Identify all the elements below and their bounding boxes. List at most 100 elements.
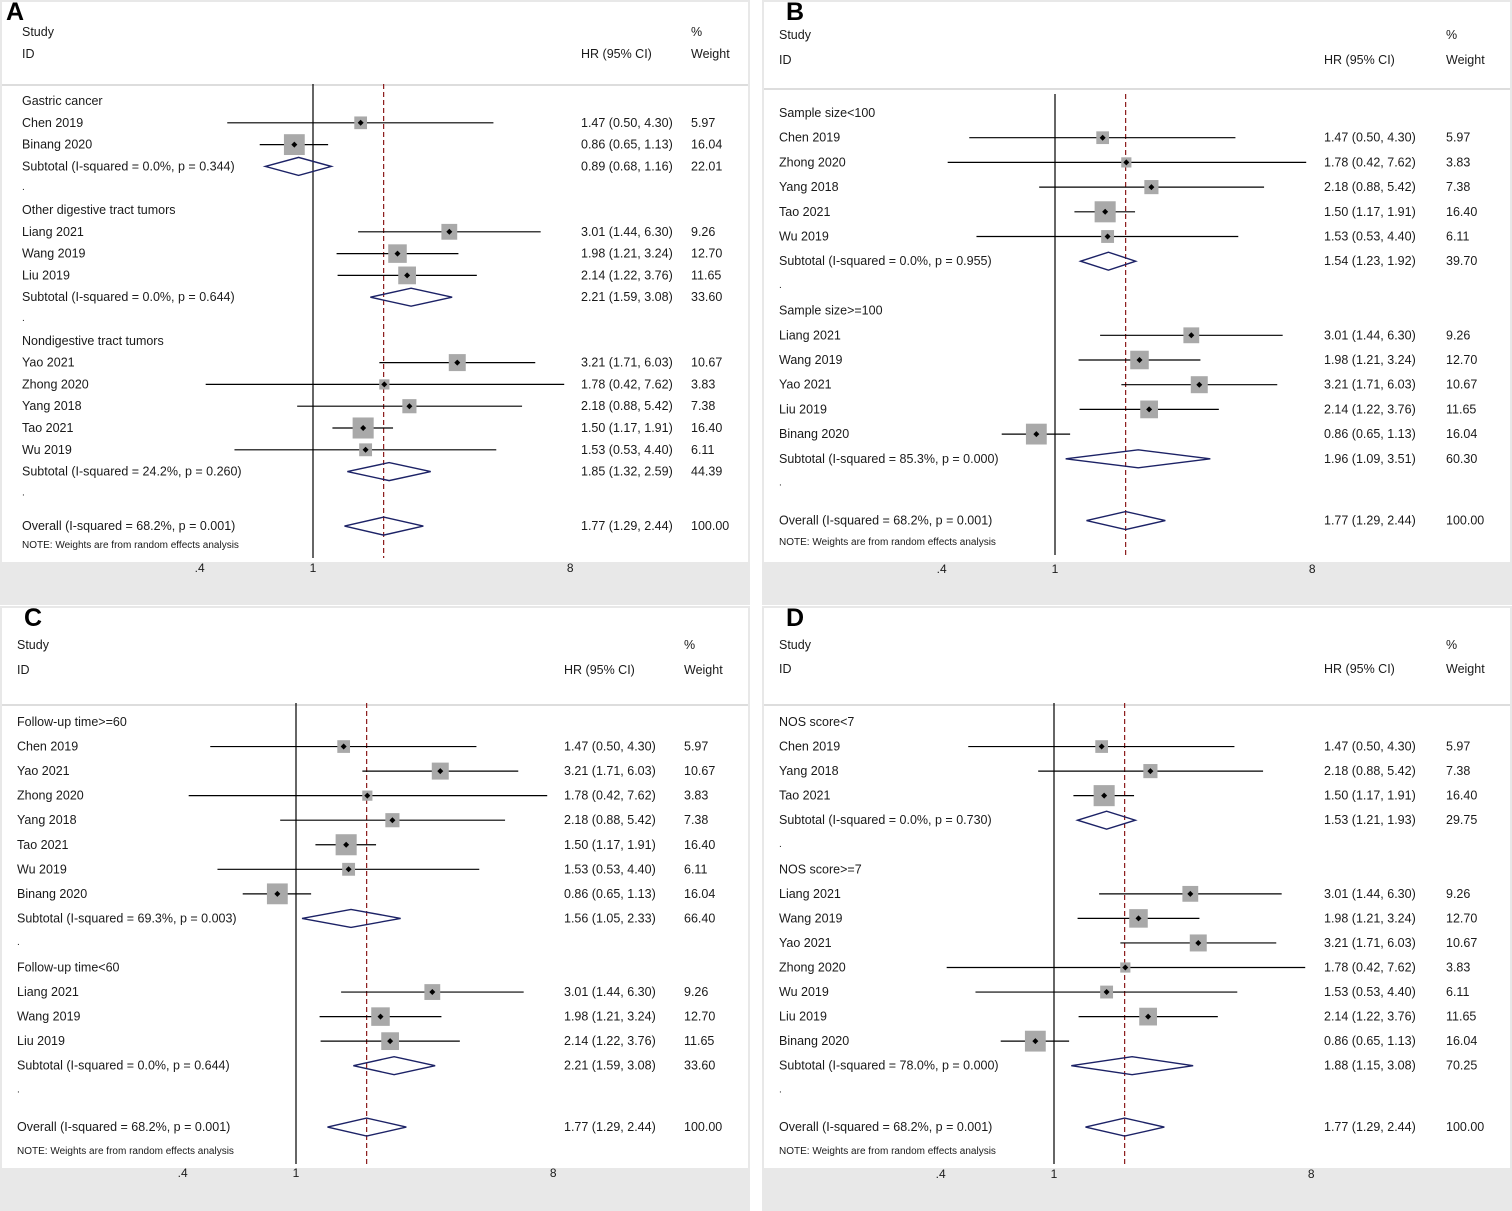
ci-value: 1.78 (0.42, 7.62) [564,789,656,803]
study-label: Yang 2018 [779,764,839,778]
weight-value: 16.40 [1446,205,1477,219]
ci-value: 0.86 (0.65, 1.13) [1324,1034,1416,1048]
subgroup-label: Gastric cancer [22,94,103,108]
header-study: Study [779,28,812,42]
subgroup-label: Sample size<100 [779,106,875,120]
ci-value: 0.86 (0.65, 1.13) [581,138,673,152]
study-label: Zhong 2020 [779,961,846,975]
header-study: Study [22,25,55,39]
study-label: Tao 2021 [17,838,68,852]
study-label: Tao 2021 [779,205,830,219]
ci-value: 1.50 (1.17, 1.91) [581,421,673,435]
weight-value: 6.11 [691,443,714,457]
spacer-dot: . [17,1084,20,1095]
axis-tick-label: 1 [293,1166,300,1180]
ci-value: 2.14 (1.22, 3.76) [581,268,673,282]
study-label: Chen 2019 [22,116,83,130]
subtotal-diamond [1078,251,1138,271]
ci-value: 3.01 (1.44, 6.30) [1324,887,1416,901]
panel-b: B Study ID HR (95% CI)% Weight Sample size<1… [762,0,1512,605]
header-percent: % [1446,28,1457,42]
subtotal-diamond [347,461,431,482]
study-label: Binang 2020 [22,138,92,152]
point-estimate [1101,792,1108,799]
weight-value: 11.65 [691,268,721,282]
point-estimate [1147,768,1154,775]
weight-value: 22.01 [691,159,722,173]
study-label: Yao 2021 [17,764,70,778]
header-weight: Weight [684,663,723,677]
spacer-dot: . [22,313,25,324]
point-estimate [1148,184,1155,191]
weight-value: 66.40 [684,911,715,925]
ci-value: 1.85 (1.32, 2.59) [581,465,673,479]
weight-value: 10.67 [684,764,715,778]
ci-value: 3.21 (1.71, 6.03) [581,356,673,370]
subtotal-label: Subtotal (I-squared = 0.0%, p = 0.644) [22,290,235,304]
subtotal-label: Subtotal (I-squared = 0.0%, p = 0.344) [22,159,235,173]
subgroup-label: Sample size>=100 [779,304,883,318]
point-estimate [357,119,364,126]
study-label: Yao 2021 [779,378,832,392]
weight-value: 100.00 [1446,514,1484,528]
point-estimate [360,425,367,431]
header-id: ID [22,47,35,61]
study-label: Yao 2021 [22,356,75,370]
ci-value: 1.96 (1.09, 3.51) [1324,452,1416,466]
ci-value: 1.78 (0.42, 7.62) [1324,155,1416,169]
ci-value: 1.47 (0.50, 4.30) [1324,131,1416,145]
ci-value: 1.50 (1.17, 1.91) [564,838,656,852]
header-weight: Weight [1446,53,1485,67]
panel-a: A Study ID HR (95% CI)% Weight Gastric cance… [0,0,750,605]
point-estimate [364,792,371,799]
study-label: Binang 2020 [779,1034,849,1048]
subgroup-label: Follow-up time<60 [17,961,120,975]
weight-value: 100.00 [684,1120,722,1134]
ci-value: 1.47 (0.50, 4.30) [1324,740,1416,754]
panel-letter: B [786,0,805,26]
point-estimate [387,1038,394,1045]
point-estimate [291,141,298,148]
study-label: Liang 2021 [779,328,841,342]
study-label: Chen 2019 [779,131,840,145]
ci-value: 1.53 (0.53, 4.40) [1324,985,1416,999]
point-estimate [274,890,281,897]
ci-value: 2.14 (1.22, 3.76) [1324,402,1416,416]
weights-note: NOTE: Weights are from random effects an… [22,540,239,551]
axis-tick-label: 8 [550,1166,557,1180]
spacer-dot: . [779,478,782,489]
axis-tick-label: .4 [936,1167,946,1181]
weight-value: 10.67 [691,356,722,370]
weight-value: 6.11 [1446,230,1469,244]
header-study: Study [779,638,812,652]
point-estimate [1122,964,1129,971]
ci-value: 1.56 (1.05, 2.33) [564,911,656,925]
ci-value: 0.89 (0.68, 1.16) [581,159,673,173]
point-estimate [1135,915,1142,922]
point-estimate [1195,939,1202,946]
spacer-dot: . [17,937,20,948]
study-label: Liu 2019 [17,1034,65,1048]
ci-value: 1.54 (1.23, 1.92) [1324,254,1416,268]
subtotal-diamond [353,1055,436,1076]
weight-value: 11.65 [1446,1010,1476,1024]
point-estimate [404,272,411,279]
ci-value: 2.18 (0.88, 5.42) [581,399,673,413]
weight-value: 7.38 [1446,180,1470,194]
study-label: Binang 2020 [779,427,849,441]
ci-value: 2.18 (0.88, 5.42) [564,813,656,827]
weight-value: 9.26 [1446,328,1470,342]
ci-value: 1.77 (1.29, 2.44) [564,1120,656,1134]
weight-value: 12.70 [691,247,722,261]
weight-value: 3.83 [684,789,708,803]
point-estimate [1104,233,1111,240]
study-label: Liu 2019 [779,402,827,416]
point-estimate [345,866,352,873]
axis-tick-label: 8 [567,561,574,575]
spacer-dot: . [779,280,782,291]
weight-value: 10.67 [1446,936,1477,950]
overall-label: Overall (I-squared = 68.2%, p = 0.001) [22,519,235,533]
subgroup-label: Nondigestive tract tumors [22,334,164,348]
weight-value: 100.00 [691,519,729,533]
point-estimate [340,743,347,750]
